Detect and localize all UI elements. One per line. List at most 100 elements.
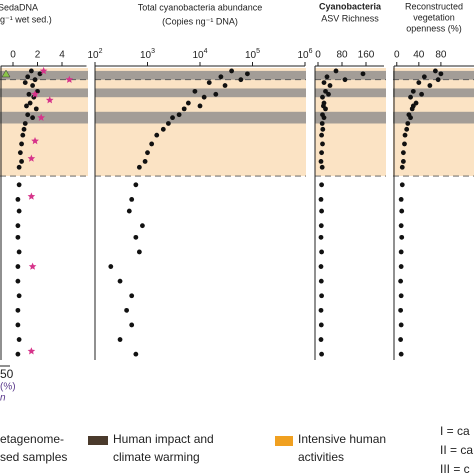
tick-exponent: 2 [99, 48, 103, 55]
data-point [409, 106, 415, 112]
data-point [133, 182, 139, 188]
data-point [15, 351, 21, 357]
data-point [149, 141, 155, 147]
data-point [21, 126, 27, 132]
data-point [181, 106, 187, 112]
data-point [319, 164, 325, 170]
panel-title: Total cyanobacteria abundance [138, 2, 263, 12]
data-point [398, 249, 404, 255]
data-point [27, 100, 33, 106]
data-point [419, 91, 424, 97]
x-tick-label: 0 [315, 50, 321, 61]
data-point [22, 121, 28, 126]
data-point [319, 132, 324, 138]
legend-swatch [88, 436, 108, 445]
data-point [15, 234, 21, 240]
x-tick-label: 103 [140, 48, 155, 61]
data-point [342, 77, 348, 83]
data-point [399, 182, 405, 188]
data-point [16, 337, 22, 342]
data-point [360, 71, 366, 77]
data-point [129, 197, 135, 202]
data-point [15, 264, 21, 269]
data-point [222, 83, 228, 88]
data-point [129, 322, 135, 328]
impact-band [393, 88, 474, 98]
data-point [333, 68, 339, 74]
data-point [185, 100, 191, 106]
data-point [133, 234, 139, 240]
data-point [176, 112, 182, 118]
data-point [398, 322, 404, 328]
data-point [170, 115, 175, 121]
data-point [30, 83, 35, 88]
panel-title: Reconstructed [405, 1, 463, 11]
data-point [140, 223, 145, 229]
impact-band [95, 88, 306, 98]
data-point [129, 293, 135, 299]
legend-text: I = ca [440, 424, 470, 438]
data-point [16, 182, 22, 188]
panel-title: (Copies ng⁻¹ DNA) [162, 16, 238, 26]
x-tick-label: 0 [394, 50, 400, 61]
data-point [201, 94, 207, 100]
data-point [398, 337, 404, 342]
data-point [398, 264, 404, 269]
metagenome-star [31, 137, 39, 145]
data-point [398, 223, 404, 229]
x-tick-label: 160 [358, 50, 375, 61]
data-point [124, 307, 130, 313]
x-tick-label: 80 [336, 50, 348, 61]
data-point [213, 91, 219, 97]
data-point [318, 197, 324, 202]
tick-exponent: 5 [256, 48, 260, 55]
data-point [399, 208, 405, 214]
data-point [326, 91, 331, 97]
data-point [319, 249, 324, 255]
data-point [398, 197, 404, 202]
fragment-label: (%) [0, 382, 16, 393]
data-point [321, 115, 327, 121]
data-point [154, 132, 160, 138]
data-point [319, 182, 324, 188]
data-point [318, 278, 324, 284]
metagenome-star [27, 347, 36, 355]
tick-exponent: 4 [204, 48, 208, 55]
data-point [398, 278, 404, 284]
data-point [435, 77, 441, 83]
x-tick-label: 40 [413, 50, 425, 61]
metagenome-star [39, 66, 48, 75]
data-point [245, 71, 250, 77]
tick-base: 10 [192, 50, 204, 61]
data-point [19, 159, 24, 164]
data-point [438, 71, 444, 77]
data-point [20, 132, 26, 138]
x-tick-label: 106 [297, 48, 312, 61]
data-point [319, 208, 324, 214]
impact-band [95, 111, 306, 124]
data-point [399, 164, 405, 170]
data-point [15, 307, 21, 313]
data-point [15, 322, 21, 328]
x-tick-label: 4 [59, 50, 65, 61]
data-point [24, 103, 29, 109]
tick-exponent: 3 [151, 48, 155, 55]
legend-text: Intensive human [298, 432, 386, 446]
data-point [405, 121, 411, 126]
impact-band [95, 70, 306, 80]
data-point [318, 234, 324, 240]
panel-title: openness (%) [406, 23, 462, 33]
data-point [402, 132, 408, 138]
data-point [408, 94, 413, 100]
data-point [318, 264, 324, 269]
panel: SedaDNA (µg g⁻¹ wet sed.) 0 2 4 [0, 2, 87, 360]
data-point [318, 337, 324, 342]
metagenome-star [31, 90, 39, 98]
data-point [37, 71, 43, 77]
data-point [160, 126, 166, 132]
panel-title: ASV Richness [321, 13, 379, 23]
data-point [319, 351, 324, 357]
data-point [400, 150, 406, 156]
data-point [398, 293, 404, 299]
impact-band [0, 111, 88, 124]
